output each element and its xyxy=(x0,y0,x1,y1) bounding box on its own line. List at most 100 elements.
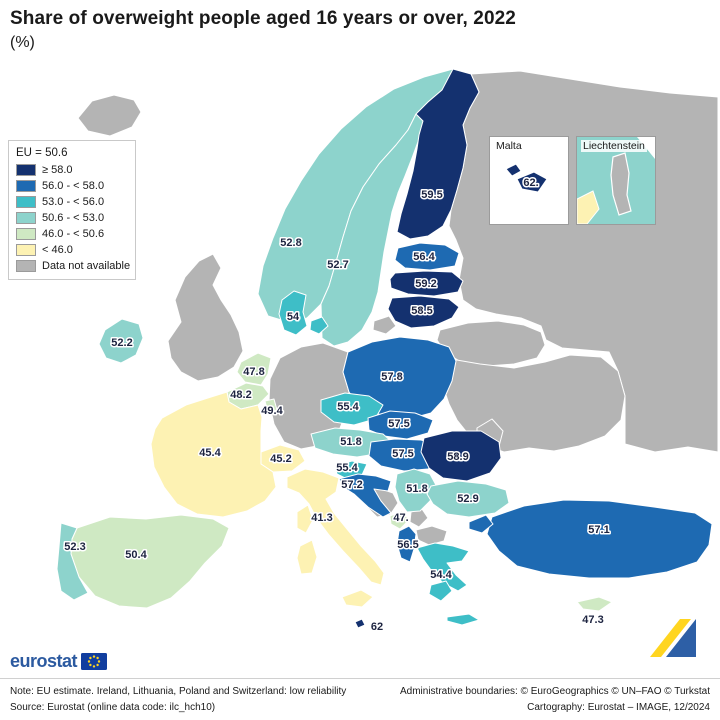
map-value-label-malta: 62 xyxy=(371,621,383,633)
liechtenstein-switzerland-region xyxy=(577,190,600,224)
map-value-label-sweden: 52.7 xyxy=(327,259,348,271)
footer: Note: EU estimate. Ireland, Lithuania, P… xyxy=(0,678,720,720)
map-legend: EU = 50.6 ≥ 58.0 56.0 - < 58.0 53.0 - < 56… xyxy=(8,140,136,280)
footer-right: Administrative boundaries: © EuroGeograp… xyxy=(400,684,710,720)
malta-main-shape xyxy=(516,171,548,193)
country-turkey-thrace xyxy=(468,514,494,534)
country-cyprus xyxy=(576,596,613,612)
map-value-label-slovakia: 57.5 xyxy=(388,418,409,430)
country-bulgaria xyxy=(426,480,510,518)
map-value-label-finland: 59.5 xyxy=(421,189,442,201)
image-cartography-logo xyxy=(650,619,696,657)
legend-swatch-b56 xyxy=(16,180,36,192)
country-croatia xyxy=(338,473,392,518)
map-value-label-netherlands: 47.8 xyxy=(243,366,264,378)
country-serbia xyxy=(394,468,438,513)
map-value-label-greece: 54.4 xyxy=(430,569,452,581)
footer-boundaries: Administrative boundaries: © EuroGeograp… xyxy=(399,686,710,697)
inset-malta-map: 62. xyxy=(505,163,548,193)
country-peloponnese xyxy=(428,580,453,602)
inset-malta: Malta 62. xyxy=(489,136,569,225)
legend-swatch-ge58 xyxy=(16,164,36,176)
map-value-label-poland: 57.8 xyxy=(381,371,402,383)
country-iceland xyxy=(77,94,142,137)
map-value-label-estonia: 56.4 xyxy=(413,251,435,263)
country-sweden xyxy=(320,113,424,347)
malta-gozo-shape xyxy=(505,163,522,177)
map-value-label-denmark: 54 xyxy=(287,311,300,323)
footer-note: Note: EU estimate. Ireland, Lithuania, P… xyxy=(10,686,347,697)
legend-swatch-lt46 xyxy=(16,244,36,256)
legend-swatch-b506 xyxy=(16,212,36,224)
map-value-label-montenegro: 47. xyxy=(393,512,408,524)
footer-left: Note: EU estimate. Ireland, Lithuania, P… xyxy=(10,684,346,720)
legend-item-lt46: < 46.0 xyxy=(16,244,127,256)
map-value-label-albania: 56.5 xyxy=(397,539,418,551)
legend-label-b46: 46.0 - < 50.6 xyxy=(42,228,105,240)
country-malta xyxy=(354,618,366,629)
map-value-label-lithuania: 58.5 xyxy=(411,305,432,317)
map-value-label-croatia: 57.2 xyxy=(341,479,362,491)
map-value-label-italy: 41.3 xyxy=(311,512,332,524)
country-sicily xyxy=(341,589,374,608)
legend-label-na: Data not available xyxy=(42,260,131,272)
legend-swatch-b46 xyxy=(16,228,36,240)
map-value-label-austria: 51.8 xyxy=(340,436,361,448)
map-value-label-latvia: 59.2 xyxy=(415,278,436,290)
legend-item-na: Data not available xyxy=(16,260,131,272)
inset-malta-label: Malta xyxy=(494,140,524,152)
page-title: Share of overweight people aged 16 years… xyxy=(10,8,516,29)
country-crete xyxy=(446,613,480,626)
legend-item-b53: 53.0 - < 56.0 xyxy=(16,196,127,208)
eu-flag-icon xyxy=(81,653,108,670)
country-ireland xyxy=(98,318,144,364)
country-portugal xyxy=(56,522,89,601)
country-italy xyxy=(286,468,385,586)
map-value-label-belgium: 48.2 xyxy=(230,389,251,401)
liechtenstein-shape xyxy=(610,152,632,216)
country-finland xyxy=(396,68,480,240)
header: Share of overweight people aged 16 years… xyxy=(10,8,516,52)
country-denmark-island xyxy=(309,316,329,335)
legend-label-ge58: ≥ 58.0 xyxy=(42,164,73,176)
inset-malta-value: 62. xyxy=(523,177,538,189)
legend-items: ≥ 58.0 56.0 - < 58.0 53.0 - < 56.0 50.6 - <… xyxy=(16,164,131,272)
country-romania xyxy=(420,430,502,482)
map-value-label-slovenia: 55.4 xyxy=(336,462,358,474)
country-turkey xyxy=(486,499,713,579)
map-value-label-norway: 52.8 xyxy=(280,237,301,249)
country-uk xyxy=(167,253,244,382)
country-kaliningrad xyxy=(372,315,397,335)
map-value-label-spain: 50.4 xyxy=(125,549,147,561)
country-spain xyxy=(70,514,230,609)
inset-liechtenstein: Liechtenstein xyxy=(576,136,656,225)
legend-swatch-b53 xyxy=(16,196,36,208)
map-value-label-luxembourg: 49.4 xyxy=(261,405,283,417)
legend-label-lt46: < 46.0 xyxy=(42,244,73,256)
legend-eu-average: EU = 50.6 xyxy=(16,147,68,159)
country-north-macedonia xyxy=(415,525,448,546)
page-subtitle: (%) xyxy=(10,34,35,51)
legend-label-b506: 50.6 - < 53.0 xyxy=(42,212,105,224)
country-netherlands xyxy=(236,352,272,386)
country-albania xyxy=(396,525,417,563)
legend-item-ge58: ≥ 58.0 xyxy=(16,164,127,176)
country-denmark xyxy=(278,290,308,336)
legend-swatch-na xyxy=(16,260,36,272)
country-corsica xyxy=(296,504,314,534)
map-value-label-serbia: 51.8 xyxy=(406,483,427,495)
eurostat-logo: eurostat xyxy=(10,651,108,672)
legend-item-b56: 56.0 - < 58.0 xyxy=(16,180,127,192)
country-lithuania xyxy=(387,295,460,329)
country-greece xyxy=(416,542,470,592)
legend-label-b53: 53.0 - < 56.0 xyxy=(42,196,105,208)
legend-item-b506: 50.6 - < 53.0 xyxy=(16,212,127,224)
map-value-label-turkey: 57.1 xyxy=(588,524,609,536)
map-value-label-ireland: 52.2 xyxy=(111,337,132,349)
map-value-label-czechia: 55.4 xyxy=(337,401,359,413)
map-value-label-bulgaria: 52.9 xyxy=(457,493,478,505)
map-value-label-cyprus: 47.3 xyxy=(582,614,603,626)
inset-liechtenstein-label: Liechtenstein xyxy=(581,140,647,152)
